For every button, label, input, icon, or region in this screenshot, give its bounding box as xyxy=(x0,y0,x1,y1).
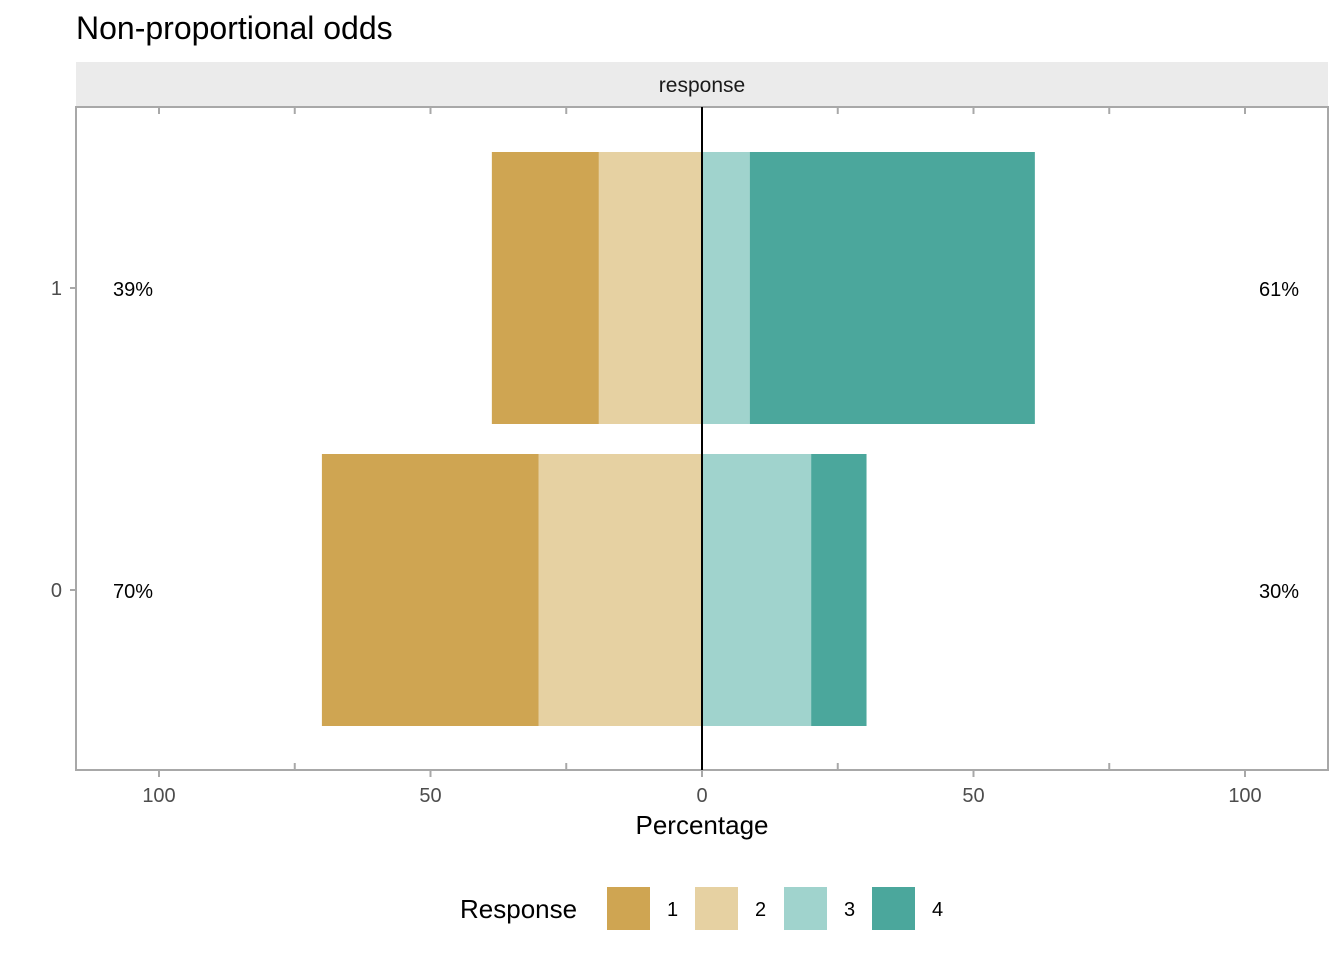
bar-1-response-4 xyxy=(749,152,1035,424)
bar-1-response-1 xyxy=(491,152,599,424)
x-tick-label: 50 xyxy=(962,785,984,807)
y-tick-label: 0 xyxy=(51,580,62,602)
x-tick-label: 100 xyxy=(142,785,175,807)
legend-key-4 xyxy=(872,887,915,930)
x-tick-label: 100 xyxy=(1228,785,1261,807)
right-total-label: 61% xyxy=(1259,279,1299,301)
chart-title: Non-proportional odds xyxy=(76,10,393,46)
y-tick-label: 1 xyxy=(51,278,62,300)
x-tick-label: 50 xyxy=(419,785,441,807)
legend-key-1 xyxy=(607,887,650,930)
facet-strip-label: response xyxy=(659,74,745,97)
bar-0-response-4 xyxy=(811,454,867,726)
left-total-label: 70% xyxy=(113,581,153,603)
bar-0-response-3 xyxy=(702,454,812,726)
legend-label-4: 4 xyxy=(932,899,943,921)
left-total-label: 39% xyxy=(113,279,153,301)
bars xyxy=(321,152,1035,726)
bar-0-response-1 xyxy=(321,454,539,726)
legend-key-2 xyxy=(695,887,738,930)
bar-0-response-2 xyxy=(538,454,702,726)
panel-top-ticks xyxy=(158,107,1246,114)
bar-1-response-3 xyxy=(702,152,750,424)
facet-strip xyxy=(76,62,1328,107)
legend: Response 1 2 3 4 xyxy=(460,887,943,930)
x-axis-title: Percentage xyxy=(636,810,769,840)
legend-key-3 xyxy=(784,887,827,930)
x-axis: 100 50 0 50 100 xyxy=(142,763,1262,807)
legend-label-1: 1 xyxy=(667,899,678,921)
bar-1-response-2 xyxy=(598,152,702,424)
y-axis: 10 xyxy=(51,278,76,602)
legend-label-3: 3 xyxy=(844,899,855,921)
legend-label-2: 2 xyxy=(755,899,766,921)
right-total-label: 30% xyxy=(1259,581,1299,603)
legend-title: Response xyxy=(460,894,577,924)
side-totals: 39% 61% 70% 30% xyxy=(113,279,1299,603)
x-tick-label: 0 xyxy=(696,785,707,807)
